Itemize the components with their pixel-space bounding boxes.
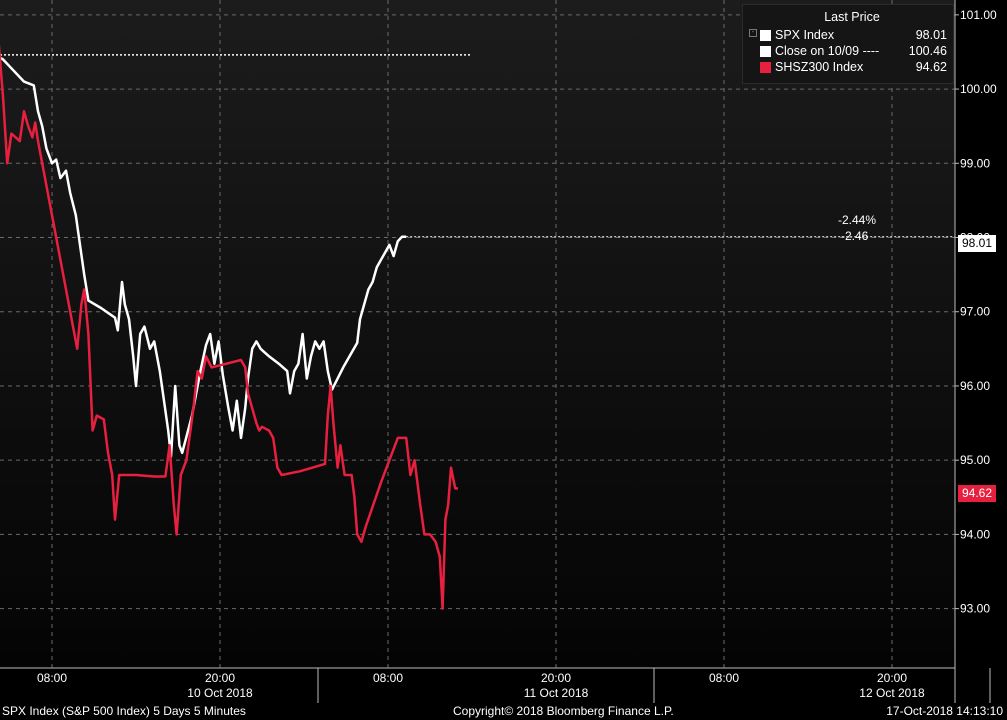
last-price-tag-shsz: 94.62 xyxy=(958,485,996,502)
y-tick-label: 96.00 xyxy=(960,379,990,393)
footer-security: SPX Index (S&P 500 Index) 5 Days 5 Minut… xyxy=(2,704,246,718)
footer-timestamp: 17-Oct-2018 14:13:10 xyxy=(886,704,1003,718)
y-tick-label: 94.00 xyxy=(960,527,990,541)
y-tick-label: 95.00 xyxy=(960,453,990,467)
series-line-2 xyxy=(0,44,458,610)
legend: Last Price - SPX Index 98.01 Close on 10… xyxy=(742,4,954,84)
x-tick-label: 20:00 xyxy=(205,671,235,685)
y-tick-label: 99.00 xyxy=(960,156,990,170)
x-tick-label: 20:00 xyxy=(877,671,907,685)
legend-value-shsz: 94.62 xyxy=(915,60,947,74)
legend-name-shsz: SHSZ300 Index xyxy=(775,60,864,74)
last-price-tag-spx: 98.01 xyxy=(958,235,996,252)
x-date-label: 12 Oct 2018 xyxy=(859,686,925,700)
y-tick-label: 100.00 xyxy=(960,82,997,96)
axes-layer: 93.0094.0095.0096.0097.0098.0099.00100.0… xyxy=(0,0,997,703)
x-date-label: 11 Oct 2018 xyxy=(524,686,589,700)
legend-header: Last Price xyxy=(824,10,880,24)
legend-row-shsz[interactable]: SHSZ300 Index 94.62 xyxy=(749,60,947,76)
legend-row-close[interactable]: Close on 10/09 ---- 100.46 xyxy=(749,44,947,60)
legend-name-close: Close on 10/09 ---- xyxy=(775,44,880,58)
legend-name-spx: SPX Index xyxy=(775,28,835,42)
series-line-0 xyxy=(0,56,407,458)
pct-change-annotation: -2.44% xyxy=(838,213,877,227)
y-tick-label: 97.00 xyxy=(960,305,990,319)
x-tick-label: 08:00 xyxy=(373,671,403,685)
x-tick-label: 08:00 xyxy=(37,671,67,685)
x-tick-label: 08:00 xyxy=(709,671,739,685)
x-date-label: 10 Oct 2018 xyxy=(187,686,253,700)
footer: SPX Index (S&P 500 Index) 5 Days 5 Minut… xyxy=(0,703,1007,720)
legend-row-spx[interactable]: - SPX Index 98.01 xyxy=(749,28,947,44)
legend-swatch-close xyxy=(760,46,771,57)
footer-copyright: Copyright© 2018 Bloomberg Finance L.P. xyxy=(453,704,674,718)
legend-value-spx: 98.01 xyxy=(915,28,947,42)
abs-change-annotation: -2.46 xyxy=(841,229,869,243)
series-layer xyxy=(0,44,955,610)
y-tick-label: 93.00 xyxy=(960,602,990,616)
legend-swatch-shsz xyxy=(760,62,771,73)
tree-collapse-icon[interactable]: - xyxy=(749,29,757,37)
legend-swatch-spx xyxy=(760,30,771,41)
plot-area xyxy=(0,0,955,668)
legend-value-close: 100.46 xyxy=(908,44,947,58)
x-tick-label: 20:00 xyxy=(541,671,571,685)
y-tick-label: 101.00 xyxy=(960,8,997,22)
